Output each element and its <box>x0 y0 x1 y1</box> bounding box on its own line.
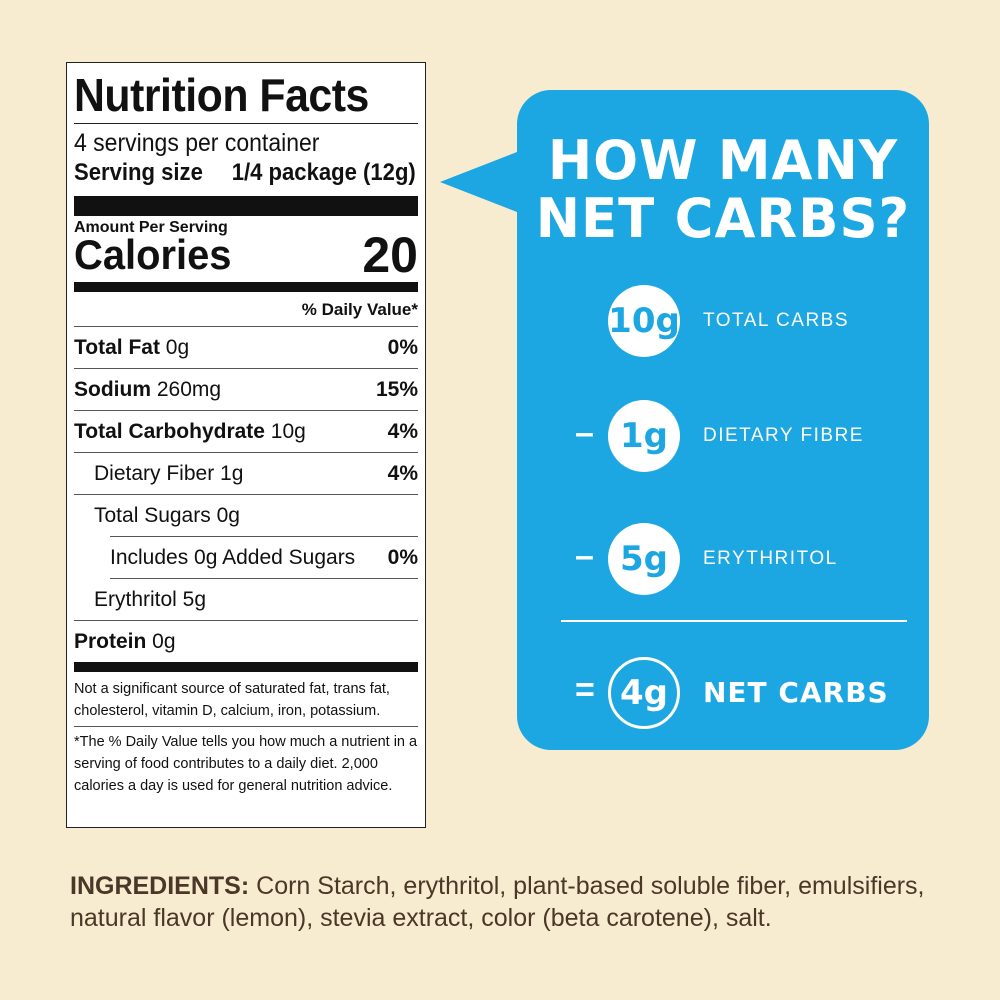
erythritol-label: ERYTHRITOL <box>703 548 838 569</box>
equals-sign: = <box>575 671 595 709</box>
nutrient-amount: 0g <box>146 629 176 653</box>
nutrient-percent: 4% <box>387 419 418 443</box>
calories-value: 20 <box>362 227 418 283</box>
serving-size-row: Serving size 1/4 package (12g) <box>74 158 416 188</box>
calories-label: Calories <box>74 231 232 278</box>
dietary-fibre-label: DIETARY FIBRE <box>703 425 864 446</box>
nutrient-row-sodium: Sodium 260mg 15% <box>74 369 418 411</box>
nutrient-name: Total Fat <box>74 335 160 359</box>
speech-bubble-tail <box>440 150 522 214</box>
nutrient-percent: 0% <box>387 545 418 569</box>
nutrient-name: Total Sugars 0g <box>94 503 240 527</box>
nutrient-row-protein: Protein 0g <box>74 621 418 662</box>
net-carbs-question: HOW MANY NET CARBS? <box>521 132 925 248</box>
nutrient-row-total-fat: Total Fat 0g 0% <box>74 327 418 369</box>
nutrient-row-total-carbohydrate: Total Carbohydrate 10g 4% <box>74 411 418 453</box>
nutrition-facts-title: Nutrition Facts <box>74 69 369 121</box>
nutrient-amount: 260mg <box>151 377 222 401</box>
nutrient-name: Erythritol 5g <box>94 587 207 611</box>
nutrition-facts-label: Nutrition Facts 4 servings per container… <box>66 62 426 828</box>
question-line-1: HOW MANY <box>547 129 899 192</box>
net-carbs-label: NET CARBS <box>703 676 889 709</box>
nutrient-row-dietary-fiber: Dietary Fiber 1g 4% <box>74 453 418 495</box>
daily-value-header: % Daily Value* <box>74 292 418 327</box>
thick-divider <box>74 196 418 216</box>
ingredients-heading: INGREDIENTS: <box>70 872 250 900</box>
nutrient-name: Includes 0g Added Sugars <box>110 545 356 569</box>
nutrient-amount: 10g <box>264 419 306 443</box>
nutrient-name: Sodium <box>74 377 151 401</box>
nutrient-row-erythritol: Erythritol 5g <box>74 579 418 621</box>
calories-row: Calories 20 <box>74 227 418 283</box>
equation-divider <box>561 620 907 622</box>
nutrient-name: Total Carbohydrate <box>74 419 265 443</box>
minus-sign: – <box>575 414 594 452</box>
medium-divider <box>74 282 418 292</box>
nutrient-row-added-sugars: Includes 0g Added Sugars 0% <box>110 536 418 579</box>
serving-size-label: Serving size <box>74 159 203 186</box>
net-carbs-bubble: HOW MANY NET CARBS? 10g TOTAL CARBS – 1g… <box>517 90 929 750</box>
net-carbs-value-circle: 4g <box>608 657 680 729</box>
dietary-fibre-value-circle: 1g <box>608 400 680 472</box>
servings-per-container: 4 servings per container <box>74 129 320 157</box>
nutrient-percent: 0% <box>387 335 418 359</box>
serving-size-value: 1/4 package (12g) <box>231 159 416 186</box>
nutrient-row-total-sugars: Total Sugars 0g <box>74 495 418 536</box>
nutrient-percent: 15% <box>375 377 418 401</box>
amount-per-serving: Amount Per Serving <box>74 219 228 236</box>
erythritol-value-circle: 5g <box>608 523 680 595</box>
total-carbs-value-circle: 10g <box>608 285 680 357</box>
divider <box>74 123 418 124</box>
minus-sign: – <box>575 537 594 575</box>
bottom-divider <box>74 662 418 672</box>
question-line-2: NET CARBS? <box>535 187 911 250</box>
nutrient-name: Dietary Fiber 1g <box>94 461 244 485</box>
nutrient-name: Protein <box>74 629 147 653</box>
footnote-daily-value: *The % Daily Value tells you how much a … <box>74 734 418 794</box>
nutrient-amount: 0g <box>159 335 190 359</box>
ingredients-list: Corn Starch, erythritol, plant-based sol… <box>70 872 925 932</box>
nutrient-percent: 4% <box>387 461 418 485</box>
ingredients-text: INGREDIENTS: Corn Starch, erythritol, pl… <box>70 870 930 934</box>
total-carbs-label: TOTAL CARBS <box>703 310 850 331</box>
footnote-not-significant: Not a significant source of saturated fa… <box>74 672 418 727</box>
